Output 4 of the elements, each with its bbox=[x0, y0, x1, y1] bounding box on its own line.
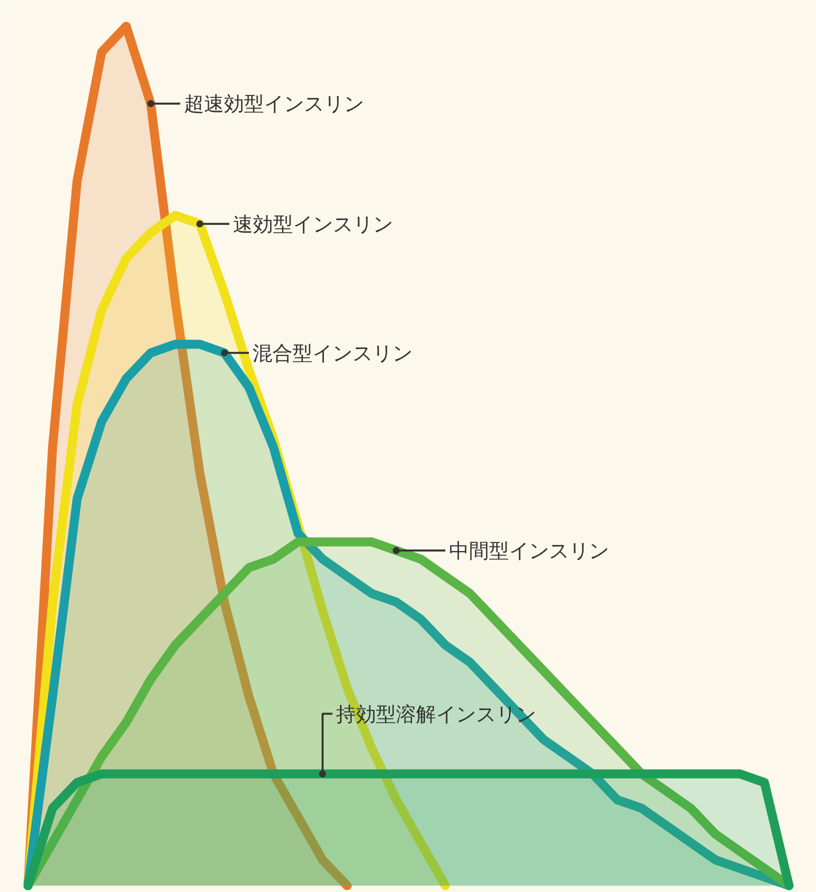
legend-label: 速効型インスリン bbox=[232, 212, 393, 236]
legend-label: 中間型インスリン bbox=[449, 538, 610, 562]
legend-label: 混合型インスリン bbox=[252, 340, 413, 365]
legend-label: 超速効型インスリン bbox=[184, 92, 364, 116]
